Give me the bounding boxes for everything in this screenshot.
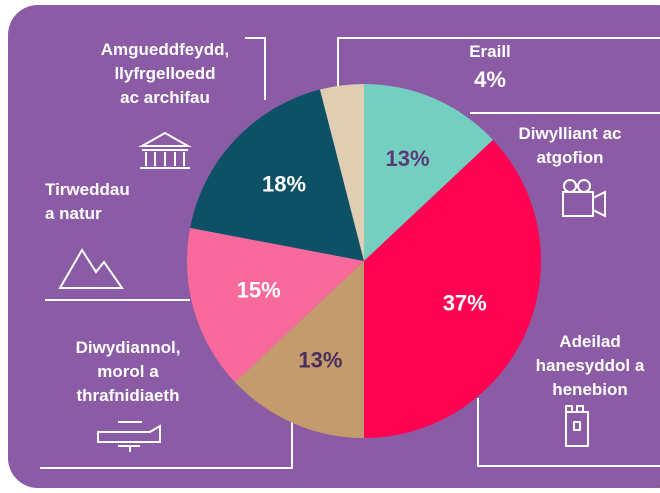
pie-slice [234,261,364,438]
pie-slice [364,84,494,261]
category-label: Adeilad hanesyddol a henebion [535,332,645,399]
category-label: Eraill [469,42,511,61]
value-label: 13% [298,348,342,373]
value-label: 15% [237,277,281,302]
value-label: 37% [443,290,487,315]
icons [58,131,606,452]
category-label: Diwylliant ac atgofion [518,124,622,167]
pie-slice [364,139,541,439]
pie-slice [187,227,364,383]
category-label: Diwydiannol, morol a thrafnidiaeth [75,338,181,405]
connectors [40,37,660,469]
value-label: 13% [386,146,430,171]
category-label: Amgueddfeydd, llyfrgelloedd ac archifau [100,40,230,107]
value-label: 4% [474,67,506,92]
category-label: Tirweddau a natur [45,180,130,223]
pie-slice [190,89,364,261]
pie-slice [319,84,364,261]
value-label: 18% [262,172,306,197]
